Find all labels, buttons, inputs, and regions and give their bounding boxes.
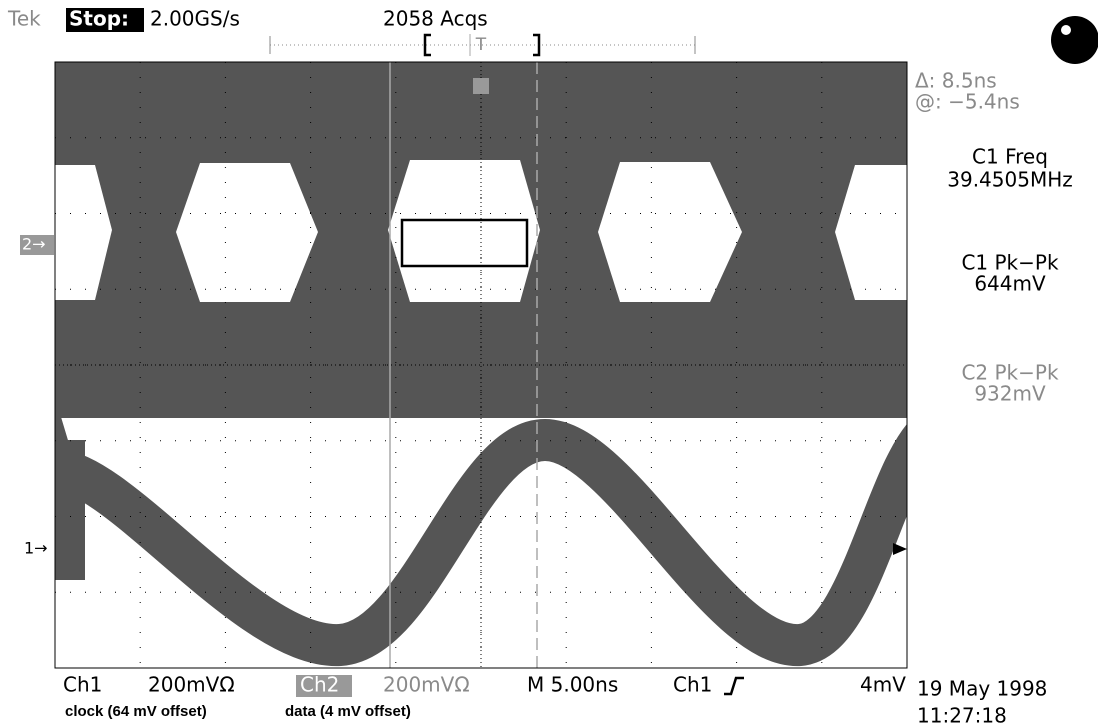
trigger-position — [473, 78, 489, 94]
clock-left-edge — [55, 440, 85, 580]
meas-label: C1 Pk−Pk — [961, 251, 1059, 275]
state-highlight — [66, 8, 144, 32]
acquisitions: 2058 Acqs — [383, 7, 488, 31]
trigger-level-arrow — [893, 543, 907, 555]
meas-label: C2 Pk−Pk — [961, 361, 1059, 385]
clock-trace — [55, 413, 907, 666]
plot-border — [54, 61, 908, 669]
waveform-area — [55, 62, 907, 668]
meas-value: 644mV — [974, 272, 1046, 296]
ch2-marker-bg — [20, 235, 54, 255]
cursor-delta: Δ: 8.5ns — [915, 69, 997, 93]
ch1-marker: 1→ — [24, 539, 48, 558]
time: 11:27:18 — [917, 704, 1007, 727]
trigger-marker: T — [475, 35, 487, 55]
cursor-position: @: −5.4ns — [915, 90, 1020, 114]
trigger-level: 4mV — [860, 673, 906, 697]
acq-state: Stop: — [69, 7, 129, 31]
meas-value: 932mV — [974, 382, 1046, 406]
ch2-marker: 2→ — [22, 235, 46, 254]
caption-clock: clock (64 mV offset) — [65, 703, 207, 720]
trigger-slope — [724, 676, 744, 696]
brand: Tek — [7, 7, 41, 31]
ch2-label: Ch2 — [300, 673, 339, 697]
status-highlight — [1061, 25, 1071, 35]
ch2-highlight — [296, 675, 352, 697]
status-indicator — [1051, 16, 1098, 64]
meas-label: C1 Freq — [972, 145, 1048, 169]
sample-rate: 2.00GS/s — [150, 7, 240, 31]
ch1-label: Ch1 — [63, 673, 102, 697]
eye-mask — [400, 218, 529, 268]
ch2-scale: 200mVΩ — [383, 673, 470, 697]
trigger-source: Ch1 — [673, 673, 712, 697]
graticule — [55, 62, 907, 668]
timebase: M 5.00ns — [527, 673, 618, 697]
caption-data: data (4 mV offset) — [285, 703, 411, 720]
ch1-scale: 200mVΩ — [148, 673, 235, 697]
record-brackets — [423, 33, 541, 57]
meas-value: 39.4505MHz — [947, 168, 1073, 192]
date: 19 May 1998 — [917, 677, 1047, 701]
clock-top — [55, 400, 907, 418]
